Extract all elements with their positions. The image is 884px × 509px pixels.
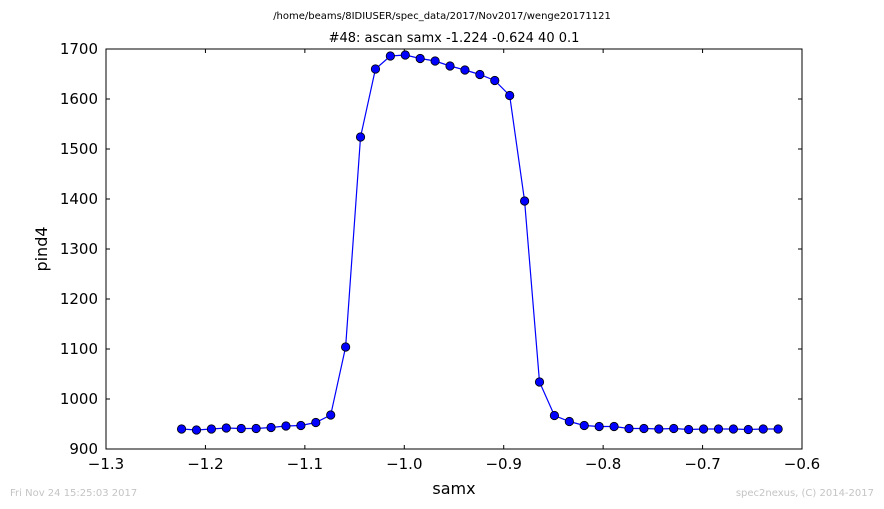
data-point xyxy=(549,410,560,421)
data-point xyxy=(326,410,336,420)
y-tick-label: 1700 xyxy=(60,40,98,58)
data-point xyxy=(281,421,291,431)
y-tick-label: 1500 xyxy=(60,140,98,158)
chart-title: #48: ascan samx -1.224 -0.624 40 0.1 xyxy=(329,31,580,46)
data-point xyxy=(191,425,202,435)
data-point xyxy=(490,75,500,86)
y-tick-label: 1100 xyxy=(60,340,98,358)
data-point xyxy=(743,424,753,435)
x-tick-label: −1.0 xyxy=(386,455,422,473)
y-axis-label: pind4 xyxy=(32,226,51,271)
x-tick-label: −1.2 xyxy=(187,455,223,473)
data-point xyxy=(341,342,351,352)
x-tick-label: −1.3 xyxy=(88,455,124,473)
data-point xyxy=(654,424,664,434)
data-point xyxy=(370,64,381,74)
credit-footer: spec2nexus, (C) 2014-2017 xyxy=(735,488,874,499)
data-point xyxy=(221,423,231,433)
y-tick-label: 1600 xyxy=(60,90,98,108)
chart-suptitle: /home/beams/8IDIUSER/spec_data/2017/Nov2… xyxy=(273,11,611,22)
data-point xyxy=(266,422,276,433)
data-point xyxy=(728,424,738,434)
data-point xyxy=(639,423,649,434)
timestamp-footer: Fri Nov 24 15:25:03 2017 xyxy=(10,488,138,499)
data-point xyxy=(251,423,261,434)
x-tick-label: −1.1 xyxy=(287,455,323,473)
data-point xyxy=(519,196,530,206)
x-axis-label: samx xyxy=(432,479,475,498)
data-point xyxy=(176,424,187,434)
data-point xyxy=(579,420,589,431)
data-point xyxy=(236,423,246,434)
data-point xyxy=(296,420,306,431)
y-tick-label: 1400 xyxy=(60,190,98,208)
data-point xyxy=(460,65,470,75)
x-tick-label: −0.6 xyxy=(784,455,820,473)
data-point xyxy=(594,421,604,432)
data-point xyxy=(669,423,679,434)
data-point xyxy=(773,424,783,434)
data-point xyxy=(624,423,634,434)
data-point xyxy=(564,416,574,427)
data-point xyxy=(505,90,515,101)
data-point xyxy=(445,61,455,71)
x-tick-label: −0.7 xyxy=(684,455,720,473)
data-point xyxy=(475,69,485,80)
data-point xyxy=(758,424,768,434)
y-tick-label: 1300 xyxy=(60,240,98,258)
data-point xyxy=(355,132,366,142)
plot-frame xyxy=(105,48,803,450)
y-tick-label: 1200 xyxy=(60,290,98,308)
data-point xyxy=(206,424,216,434)
x-tick-label: −0.9 xyxy=(485,455,521,473)
data-point xyxy=(698,424,709,434)
data-point xyxy=(684,424,694,435)
x-tick-label: −0.8 xyxy=(585,455,621,473)
y-tick-label: 1000 xyxy=(60,390,98,408)
data-point xyxy=(609,421,619,432)
y-tick-label: 900 xyxy=(69,440,98,458)
data-point xyxy=(385,51,395,61)
data-point xyxy=(415,53,425,64)
data-point xyxy=(400,50,410,60)
data-point xyxy=(430,56,440,66)
data-point xyxy=(311,417,321,428)
data-point xyxy=(534,377,545,387)
data-point xyxy=(713,424,724,434)
